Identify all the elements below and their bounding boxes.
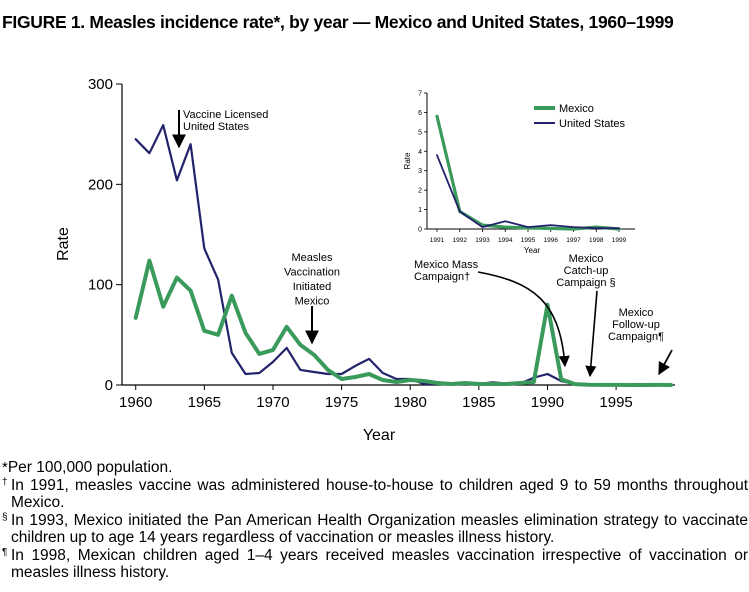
footnote-text: In 1998, Mexican children aged 1–4 years…	[11, 546, 748, 582]
annotation-arrow	[585, 290, 598, 378]
mexico-series-line	[133, 258, 673, 387]
inset-y-tick-label: 3	[418, 168, 422, 175]
x-tick-label: 1990	[531, 394, 564, 411]
legend-label: United States	[559, 118, 626, 130]
x-tick-label: 1970	[256, 394, 289, 411]
annotation-catch-up-campaign: Mexico Catch-up Campaign §	[556, 253, 615, 289]
annotation-arrow	[477, 271, 570, 368]
inset-x-tick-label: 1998	[589, 237, 604, 244]
inset-y-tick-label: 7	[418, 91, 422, 98]
footnote-text: In 1991, measles vaccine was administere…	[11, 476, 748, 512]
inset-y-tick-label: 6	[418, 110, 422, 117]
annotation-mass-campaign: Mexico Mass Campaign†	[414, 259, 479, 283]
footnote-mark: §	[2, 511, 8, 523]
annotation-arrow	[658, 349, 673, 376]
x-tick-label: 1995	[599, 394, 632, 411]
footnote-1: *Per 100,000 population.	[2, 459, 748, 477]
x-tick-label: 1975	[325, 394, 358, 411]
inset-y-tick-label: 1	[418, 207, 422, 214]
footnote-2: † In 1991, measles vaccine was administer…	[2, 477, 748, 512]
footnote-mark: †	[2, 476, 8, 488]
inset-x-tick-label: 1995	[521, 237, 536, 244]
figure-title: FIGURE 1. Measles incidence rate*, by ye…	[2, 12, 674, 32]
inset-x-axis-label: Year	[524, 246, 541, 255]
inset-y-tick-label: 4	[418, 149, 422, 156]
y-tick-label: 300	[88, 76, 113, 93]
footnote-mark: *	[2, 459, 8, 476]
x-axis-label: Year	[363, 427, 396, 444]
measles-chart: 0 100 200 300 1960 1965 1970 1975 1980 1985 1990 19…	[55, 76, 675, 444]
inset-x-tick-label: 1993	[475, 237, 490, 244]
annotation-follow-up-campaign: Mexico Follow-up Campaign¶	[608, 307, 664, 343]
inset-y-axis-label: Rate	[403, 152, 412, 169]
inset-mexico-series-line	[435, 114, 621, 231]
x-tick-label: 1965	[188, 394, 221, 411]
annotation-vaccine-licensed: Vaccine Licensed United States	[183, 109, 268, 133]
y-tick-label: 0	[105, 377, 113, 394]
x-tick-label: 1980	[394, 394, 427, 411]
inset-x-tick-label: 1996	[544, 237, 559, 244]
inset-y-tick-label: 2	[418, 188, 422, 195]
y-tick-label: 100	[88, 277, 113, 294]
inset-united-states-series-line	[436, 154, 620, 230]
x-tick-label: 1985	[462, 394, 495, 411]
annotation-mexico-vaccination: Measles Vaccination Initiated Mexico	[284, 252, 340, 308]
inset-y-tick-label: 0	[418, 227, 422, 234]
legend-label: Mexico	[559, 103, 594, 115]
inset-x-tick-label: 1992	[453, 237, 468, 244]
inset-y-tick-label: 5	[418, 129, 422, 136]
footnote-3: § In 1993, Mexico initiated the Pan Ameri…	[2, 512, 748, 547]
x-tick-label: 1960	[119, 394, 152, 411]
y-tick-label: 200	[88, 176, 113, 193]
footnote-4: ¶ In 1998, Mexican children aged 1–4 year…	[2, 547, 748, 582]
y-axis-label: Rate	[55, 227, 72, 261]
footnote-mark: ¶	[2, 546, 8, 558]
inset-x-tick-label: 1994	[498, 237, 513, 244]
inset-x-tick-label: 1991	[430, 237, 445, 244]
footnotes: *Per 100,000 population. † In 1991, measl…	[2, 459, 748, 582]
footnote-text: Per 100,000 population.	[7, 459, 173, 476]
inset-x-tick-label: 1997	[566, 237, 581, 244]
footnote-text: In 1993, Mexico initiated the Pan Americ…	[11, 511, 748, 547]
inset-x-tick-label: 1999	[612, 237, 627, 244]
